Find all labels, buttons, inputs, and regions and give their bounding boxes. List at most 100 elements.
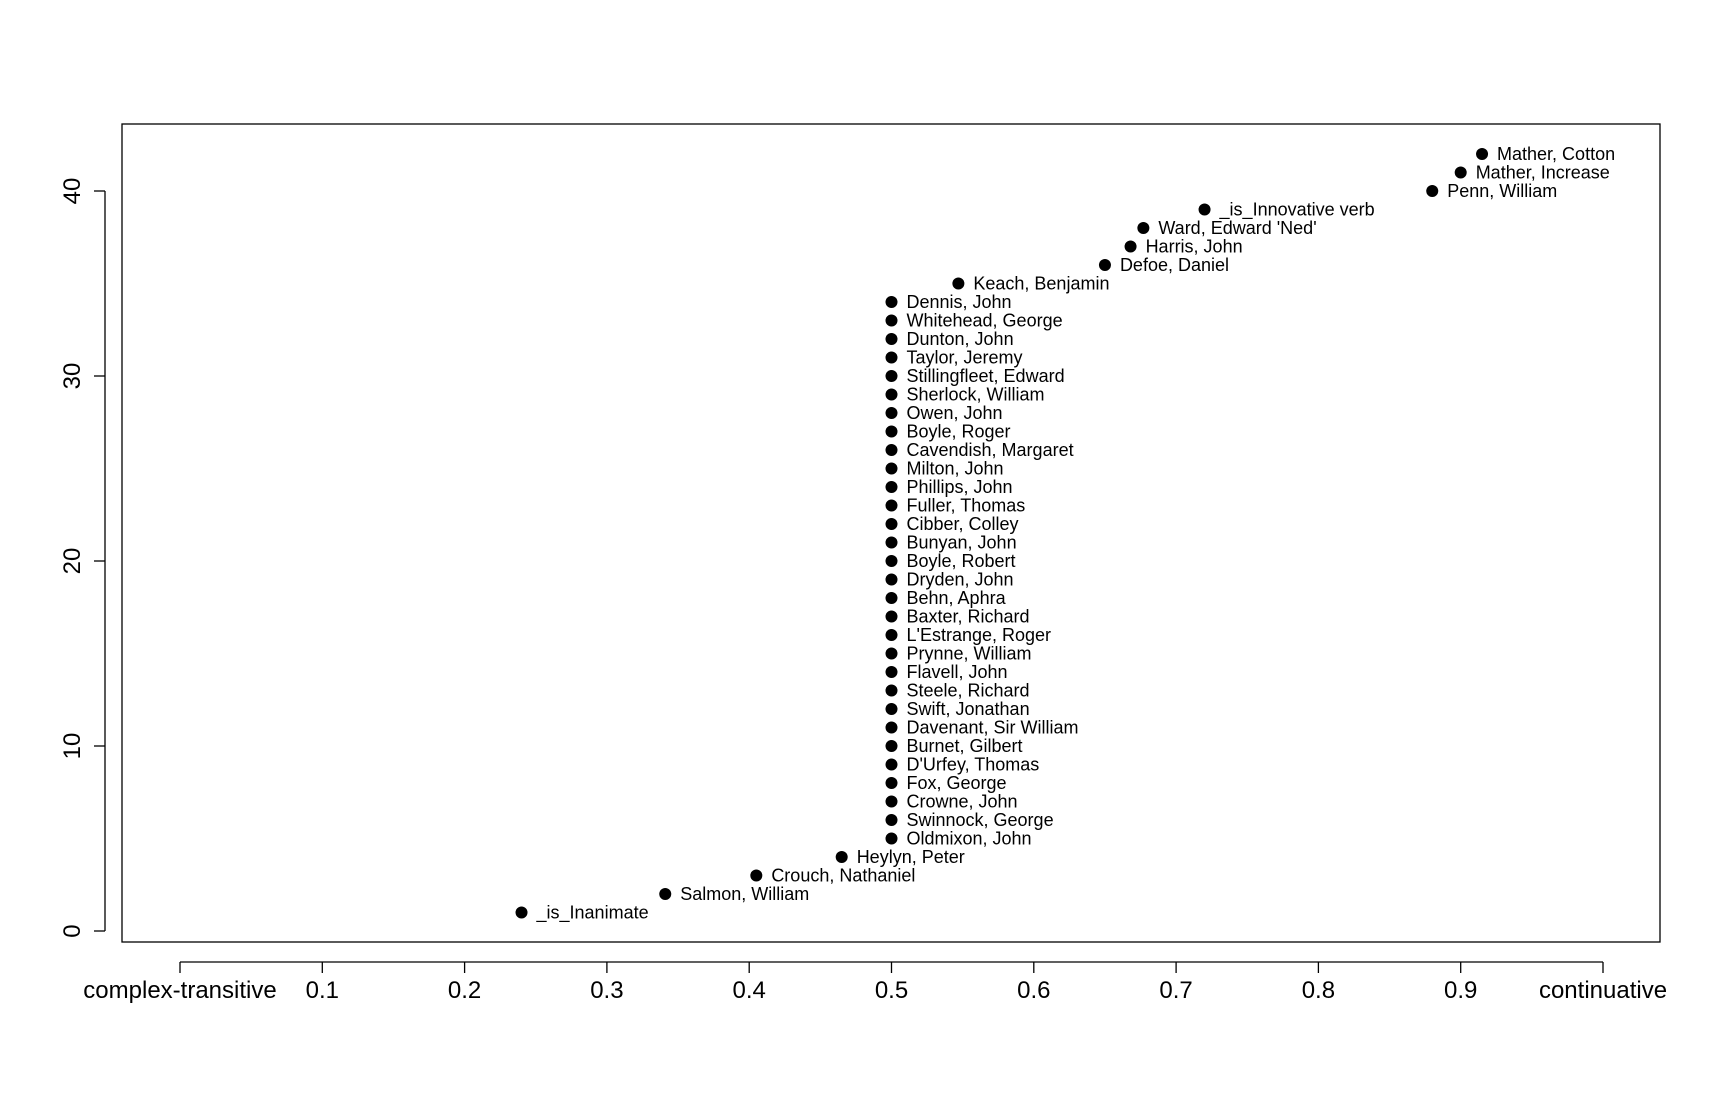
data-point-label: Behn, Aphra bbox=[907, 588, 1007, 608]
data-point-group: Milton, John bbox=[885, 459, 1004, 479]
data-point-label: D'Urfey, Thomas bbox=[907, 755, 1040, 775]
data-point-group: Ward, Edward 'Ned' bbox=[1137, 218, 1317, 238]
y-tick-label: 0 bbox=[59, 924, 86, 937]
data-point bbox=[952, 277, 965, 290]
data-point-label: Harris, John bbox=[1146, 237, 1243, 257]
data-point bbox=[885, 629, 898, 641]
plot-frame bbox=[121, 123, 1661, 943]
x-tick-label: 0.7 bbox=[1159, 977, 1192, 1004]
data-point bbox=[659, 888, 672, 900]
data-point bbox=[885, 573, 898, 586]
data-point bbox=[885, 814, 898, 826]
data-point bbox=[885, 758, 898, 771]
data-point bbox=[885, 832, 898, 845]
x-axis-right-end-label: continuative bbox=[1539, 977, 1667, 1004]
data-point-label: Phillips, John bbox=[907, 477, 1013, 497]
data-point-label: Heylyn, Peter bbox=[857, 847, 965, 867]
data-point-group: Crouch, Nathaniel bbox=[750, 866, 915, 886]
data-point-group: D'Urfey, Thomas bbox=[885, 755, 1040, 775]
data-point-group: Steele, Richard bbox=[885, 681, 1030, 701]
data-point-label: _is_Innovative verb bbox=[1219, 200, 1375, 221]
data-point-label: Salmon, William bbox=[680, 884, 809, 904]
data-point-label: Bunyan, John bbox=[907, 533, 1017, 553]
data-point-group: Baxter, Richard bbox=[885, 607, 1030, 627]
data-point-label: Burnet, Gilbert bbox=[907, 736, 1023, 756]
data-point bbox=[885, 647, 898, 660]
data-point-group: Harris, John bbox=[1124, 237, 1243, 257]
data-point bbox=[885, 444, 898, 456]
data-point-label: Dennis, John bbox=[907, 292, 1012, 312]
data-point-label: Whitehead, George bbox=[907, 311, 1063, 331]
data-point bbox=[885, 610, 898, 623]
data-point-group: Mather, Cotton bbox=[1476, 144, 1615, 164]
data-point-label: Crowne, John bbox=[907, 792, 1018, 812]
data-point-group: Keach, Benjamin bbox=[952, 274, 1109, 294]
data-point-label: Sherlock, William bbox=[907, 385, 1045, 405]
data-point bbox=[885, 314, 898, 327]
y-tick-label: 40 bbox=[59, 178, 86, 205]
data-point-label: Davenant, Sir William bbox=[907, 718, 1079, 738]
data-point-label: Cavendish, Margaret bbox=[907, 440, 1074, 460]
x-tick-label: 0.1 bbox=[306, 977, 339, 1004]
data-point-label: Cibber, Colley bbox=[907, 514, 1019, 534]
data-point-label: Swinnock, George bbox=[907, 810, 1054, 830]
data-point-label: Boyle, Robert bbox=[907, 551, 1016, 571]
data-point-group: Cavendish, Margaret bbox=[885, 440, 1074, 460]
data-point-label: Fuller, Thomas bbox=[907, 496, 1026, 516]
data-point bbox=[885, 518, 898, 530]
data-point-label: Flavell, John bbox=[907, 662, 1008, 682]
data-point-group: Penn, William bbox=[1426, 181, 1557, 201]
data-point-group: Fox, George bbox=[885, 773, 1007, 793]
data-point-label: Swift, Jonathan bbox=[907, 699, 1030, 719]
data-point-group: L'Estrange, Roger bbox=[885, 625, 1052, 645]
data-point bbox=[885, 721, 898, 734]
data-point bbox=[835, 851, 848, 863]
data-point bbox=[1476, 148, 1489, 160]
data-point-label: Fox, George bbox=[907, 773, 1007, 793]
data-point-group: _is_Innovative verb bbox=[1198, 200, 1375, 221]
data-point-label: Steele, Richard bbox=[907, 681, 1030, 701]
data-point-label: Stillingfleet, Edward bbox=[907, 366, 1065, 386]
data-point bbox=[885, 592, 898, 604]
data-point bbox=[885, 666, 898, 678]
data-point-group: Davenant, Sir William bbox=[885, 718, 1079, 738]
data-point-label: Taylor, Jeremy bbox=[907, 348, 1023, 368]
data-point-group: Defoe, Daniel bbox=[1098, 255, 1229, 275]
data-point-group: _is_Inanimate bbox=[515, 903, 649, 924]
x-axis-left-end-label: complex-transitive bbox=[83, 977, 276, 1004]
x-tick-label: 0.9 bbox=[1444, 977, 1477, 1004]
data-point-group: Taylor, Jeremy bbox=[885, 348, 1023, 368]
data-point bbox=[885, 536, 898, 549]
data-point bbox=[515, 906, 528, 919]
x-axis: complex-transitive continuative 0.1 0.2 0.… bbox=[83, 961, 1667, 1004]
data-point bbox=[885, 407, 898, 419]
data-point bbox=[885, 740, 898, 752]
data-point bbox=[885, 296, 898, 308]
data-point-label: Mather, Cotton bbox=[1497, 144, 1615, 164]
data-point-group: Crowne, John bbox=[885, 792, 1018, 812]
data-point bbox=[1454, 166, 1467, 179]
data-point bbox=[885, 462, 898, 475]
data-point-label: Milton, John bbox=[907, 459, 1004, 479]
data-point-label: L'Estrange, Roger bbox=[907, 625, 1052, 645]
data-point-group: Boyle, Robert bbox=[885, 551, 1016, 571]
data-point-group: Swinnock, George bbox=[885, 810, 1054, 830]
data-point-group: Stillingfleet, Edward bbox=[885, 366, 1065, 386]
data-point-group: Boyle, Roger bbox=[885, 422, 1011, 442]
data-point-group: Cibber, Colley bbox=[885, 514, 1019, 534]
data-point-group: Salmon, William bbox=[659, 884, 809, 904]
data-point-label: Defoe, Daniel bbox=[1120, 255, 1229, 275]
y-axis: 0 10 20 30 40 bbox=[59, 178, 106, 938]
data-point-label: Baxter, Richard bbox=[907, 607, 1030, 627]
y-tick-label: 30 bbox=[59, 363, 86, 390]
x-tick-label: 0.6 bbox=[1017, 977, 1050, 1004]
data-point-group: Burnet, Gilbert bbox=[885, 736, 1023, 756]
data-point-group: Whitehead, George bbox=[885, 311, 1063, 331]
data-point-group: Dryden, John bbox=[885, 570, 1014, 590]
data-point bbox=[885, 333, 898, 345]
data-point-label: Prynne, William bbox=[907, 644, 1032, 664]
data-point-label: Dunton, John bbox=[907, 329, 1014, 349]
data-point-label: Dryden, John bbox=[907, 570, 1014, 590]
x-tick-label: 0.5 bbox=[875, 977, 908, 1004]
